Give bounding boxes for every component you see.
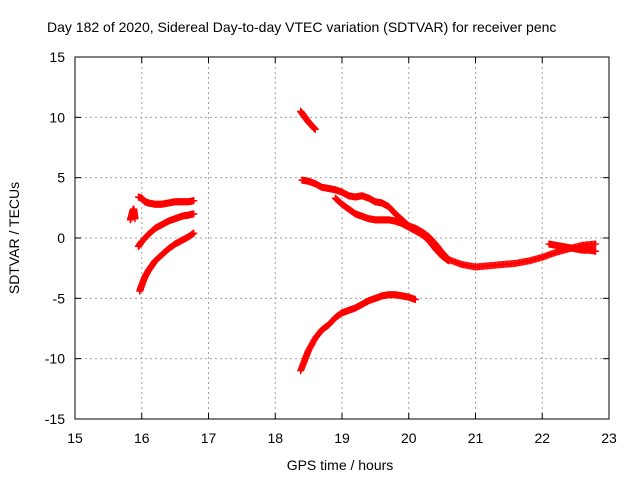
data-point xyxy=(190,210,198,218)
data-point xyxy=(311,125,319,133)
y-tick-label: 10 xyxy=(49,109,65,125)
axis-ticks xyxy=(74,56,610,420)
series-trace-f-long-top xyxy=(298,176,600,271)
data-point xyxy=(445,257,453,265)
data-point xyxy=(190,197,198,205)
data-point xyxy=(592,247,600,255)
x-axis-label: GPS time / hours xyxy=(287,457,394,473)
x-tick-label: 17 xyxy=(201,430,217,446)
x-tick-label: 23 xyxy=(601,430,617,446)
series-trace-i-tail xyxy=(545,240,600,255)
y-tick-labels: 15 10 5 0 -5 -10 -15 xyxy=(45,49,65,427)
series-trace-a-short-cluster xyxy=(126,205,139,224)
series-trace-c-rising xyxy=(134,210,198,250)
series-trace-g-branch xyxy=(331,194,453,265)
grid-lines xyxy=(75,57,609,419)
y-tick-label: 15 xyxy=(49,49,65,65)
data-point xyxy=(411,296,419,304)
series-trace-h-lower xyxy=(297,291,419,375)
x-tick-labels: 15 16 17 18 19 20 21 22 23 xyxy=(67,430,617,446)
x-tick-label: 22 xyxy=(534,430,550,446)
data-points xyxy=(126,107,600,375)
y-tick-label: 0 xyxy=(57,230,65,246)
x-tick-label: 15 xyxy=(67,430,83,446)
x-tick-label: 20 xyxy=(401,430,417,446)
series-trace-e-high-short xyxy=(297,107,319,133)
data-point xyxy=(190,229,198,237)
x-tick-label: 19 xyxy=(334,430,350,446)
y-tick-label: -15 xyxy=(45,411,65,427)
series-trace-d-rising-low xyxy=(136,229,198,295)
data-point xyxy=(592,240,600,248)
chart-title: Day 182 of 2020, Sidereal Day-to-day VTE… xyxy=(47,19,556,35)
x-tick-label: 16 xyxy=(134,430,150,446)
y-tick-label: -10 xyxy=(45,351,65,367)
y-tick-label: 5 xyxy=(57,170,65,186)
y-tick-label: -5 xyxy=(53,290,66,306)
y-axis-label: SDTVAR / TECUs xyxy=(6,182,22,294)
x-tick-label: 18 xyxy=(267,430,283,446)
x-tick-label: 21 xyxy=(468,430,484,446)
data-point xyxy=(131,215,139,223)
series-trace-b-upper-flat xyxy=(134,193,198,208)
